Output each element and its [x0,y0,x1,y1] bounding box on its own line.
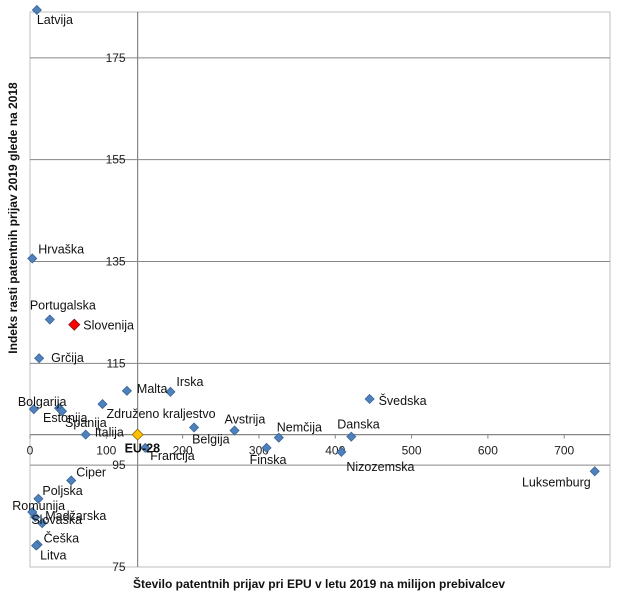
point-label: Francija [150,449,195,463]
point-label: Romunija [12,499,65,513]
point-litva [31,540,42,551]
point-nizozemska [336,446,347,457]
point-ciper [66,475,77,486]
axes [29,12,610,567]
point-eu-28 [131,428,144,441]
point-label: Nizozemska [346,460,414,474]
point-labels: Latvija Hrvaška Portugalska Slovenija Grčija… [12,13,590,563]
plot-border [29,11,611,568]
gridlines [29,11,611,568]
point-label: Združeno kraljestvo [107,407,216,421]
point-label: Madžarska [45,509,106,523]
point-label: Latvija [37,13,73,27]
point-label: EU-28 [125,442,160,456]
point-zdru-eno-kraljestvo [97,398,108,410]
point-label: Italija [95,426,124,440]
x-tick-label: 0 [27,444,34,458]
point-gr-ija [34,353,45,364]
point-label: Danska [337,418,379,432]
point-label: Poljska [42,484,82,498]
point-label: Hrvaška [38,242,84,256]
y-tick-label: 175 [106,51,126,65]
x-tick-label: 600 [478,444,498,458]
point-label: Slovenija [83,319,134,333]
point-danska [346,431,357,442]
x-tick-label: 100 [96,444,116,458]
point-label: Avstrija [225,413,266,427]
point-bolgarija [28,404,39,415]
point-poljska [33,493,44,504]
point-mad-arska [37,518,48,529]
point-malta [121,385,132,396]
point-avstrija [229,425,240,436]
point-francija [140,442,151,453]
y-tick-label: 115 [106,356,125,370]
y-axis-title: Indeks rasti patentnih prijav 2019 glede… [6,82,20,354]
point-italija [80,429,91,440]
point-label: Nemčija [277,421,322,435]
point-slovenija [68,318,81,331]
point-label: Irska [176,375,203,389]
point-label: Slovaška [31,513,82,527]
y-tick-label: 135 [106,254,126,268]
data-points [27,4,600,551]
point-label: Češka [44,531,79,546]
point-belgija [189,422,200,433]
point-label: Španija [65,415,107,430]
point--panija [56,406,68,417]
point-label: Malta [137,382,168,396]
point-label: Belgija [192,432,230,446]
point-luksemburg [589,466,600,477]
point-label: Švedska [379,393,427,408]
x-tick-label: 500 [402,444,422,458]
point-label: Luksemburg [522,475,591,489]
y-tick-label: 75 [112,560,126,574]
x-tick-label: 700 [554,444,574,458]
x-tick-label: 200 [173,444,193,458]
point-label: Finska [250,453,287,467]
point-label: Bolgarija [18,395,67,409]
point-finska [261,442,272,453]
point-portugalska [44,314,55,325]
y-tick-label: 95 [112,458,126,472]
point-latvija [31,4,42,16]
point-hrva-ka [27,253,38,264]
point-label: Estonija [43,411,88,425]
point--vedska [364,393,375,405]
y-tick-label: 155 [106,153,126,167]
x-axis-title: Število patentnih prijav pri EPU v letu … [133,576,505,591]
point-nem-ija [273,432,284,443]
point-label: Ciper [76,465,106,479]
point-label: Litva [40,549,66,563]
point-label: Grčija [51,351,84,365]
point-irska [165,386,176,397]
point-label: Portugalska [30,299,96,313]
point-slova-ka [30,512,41,523]
